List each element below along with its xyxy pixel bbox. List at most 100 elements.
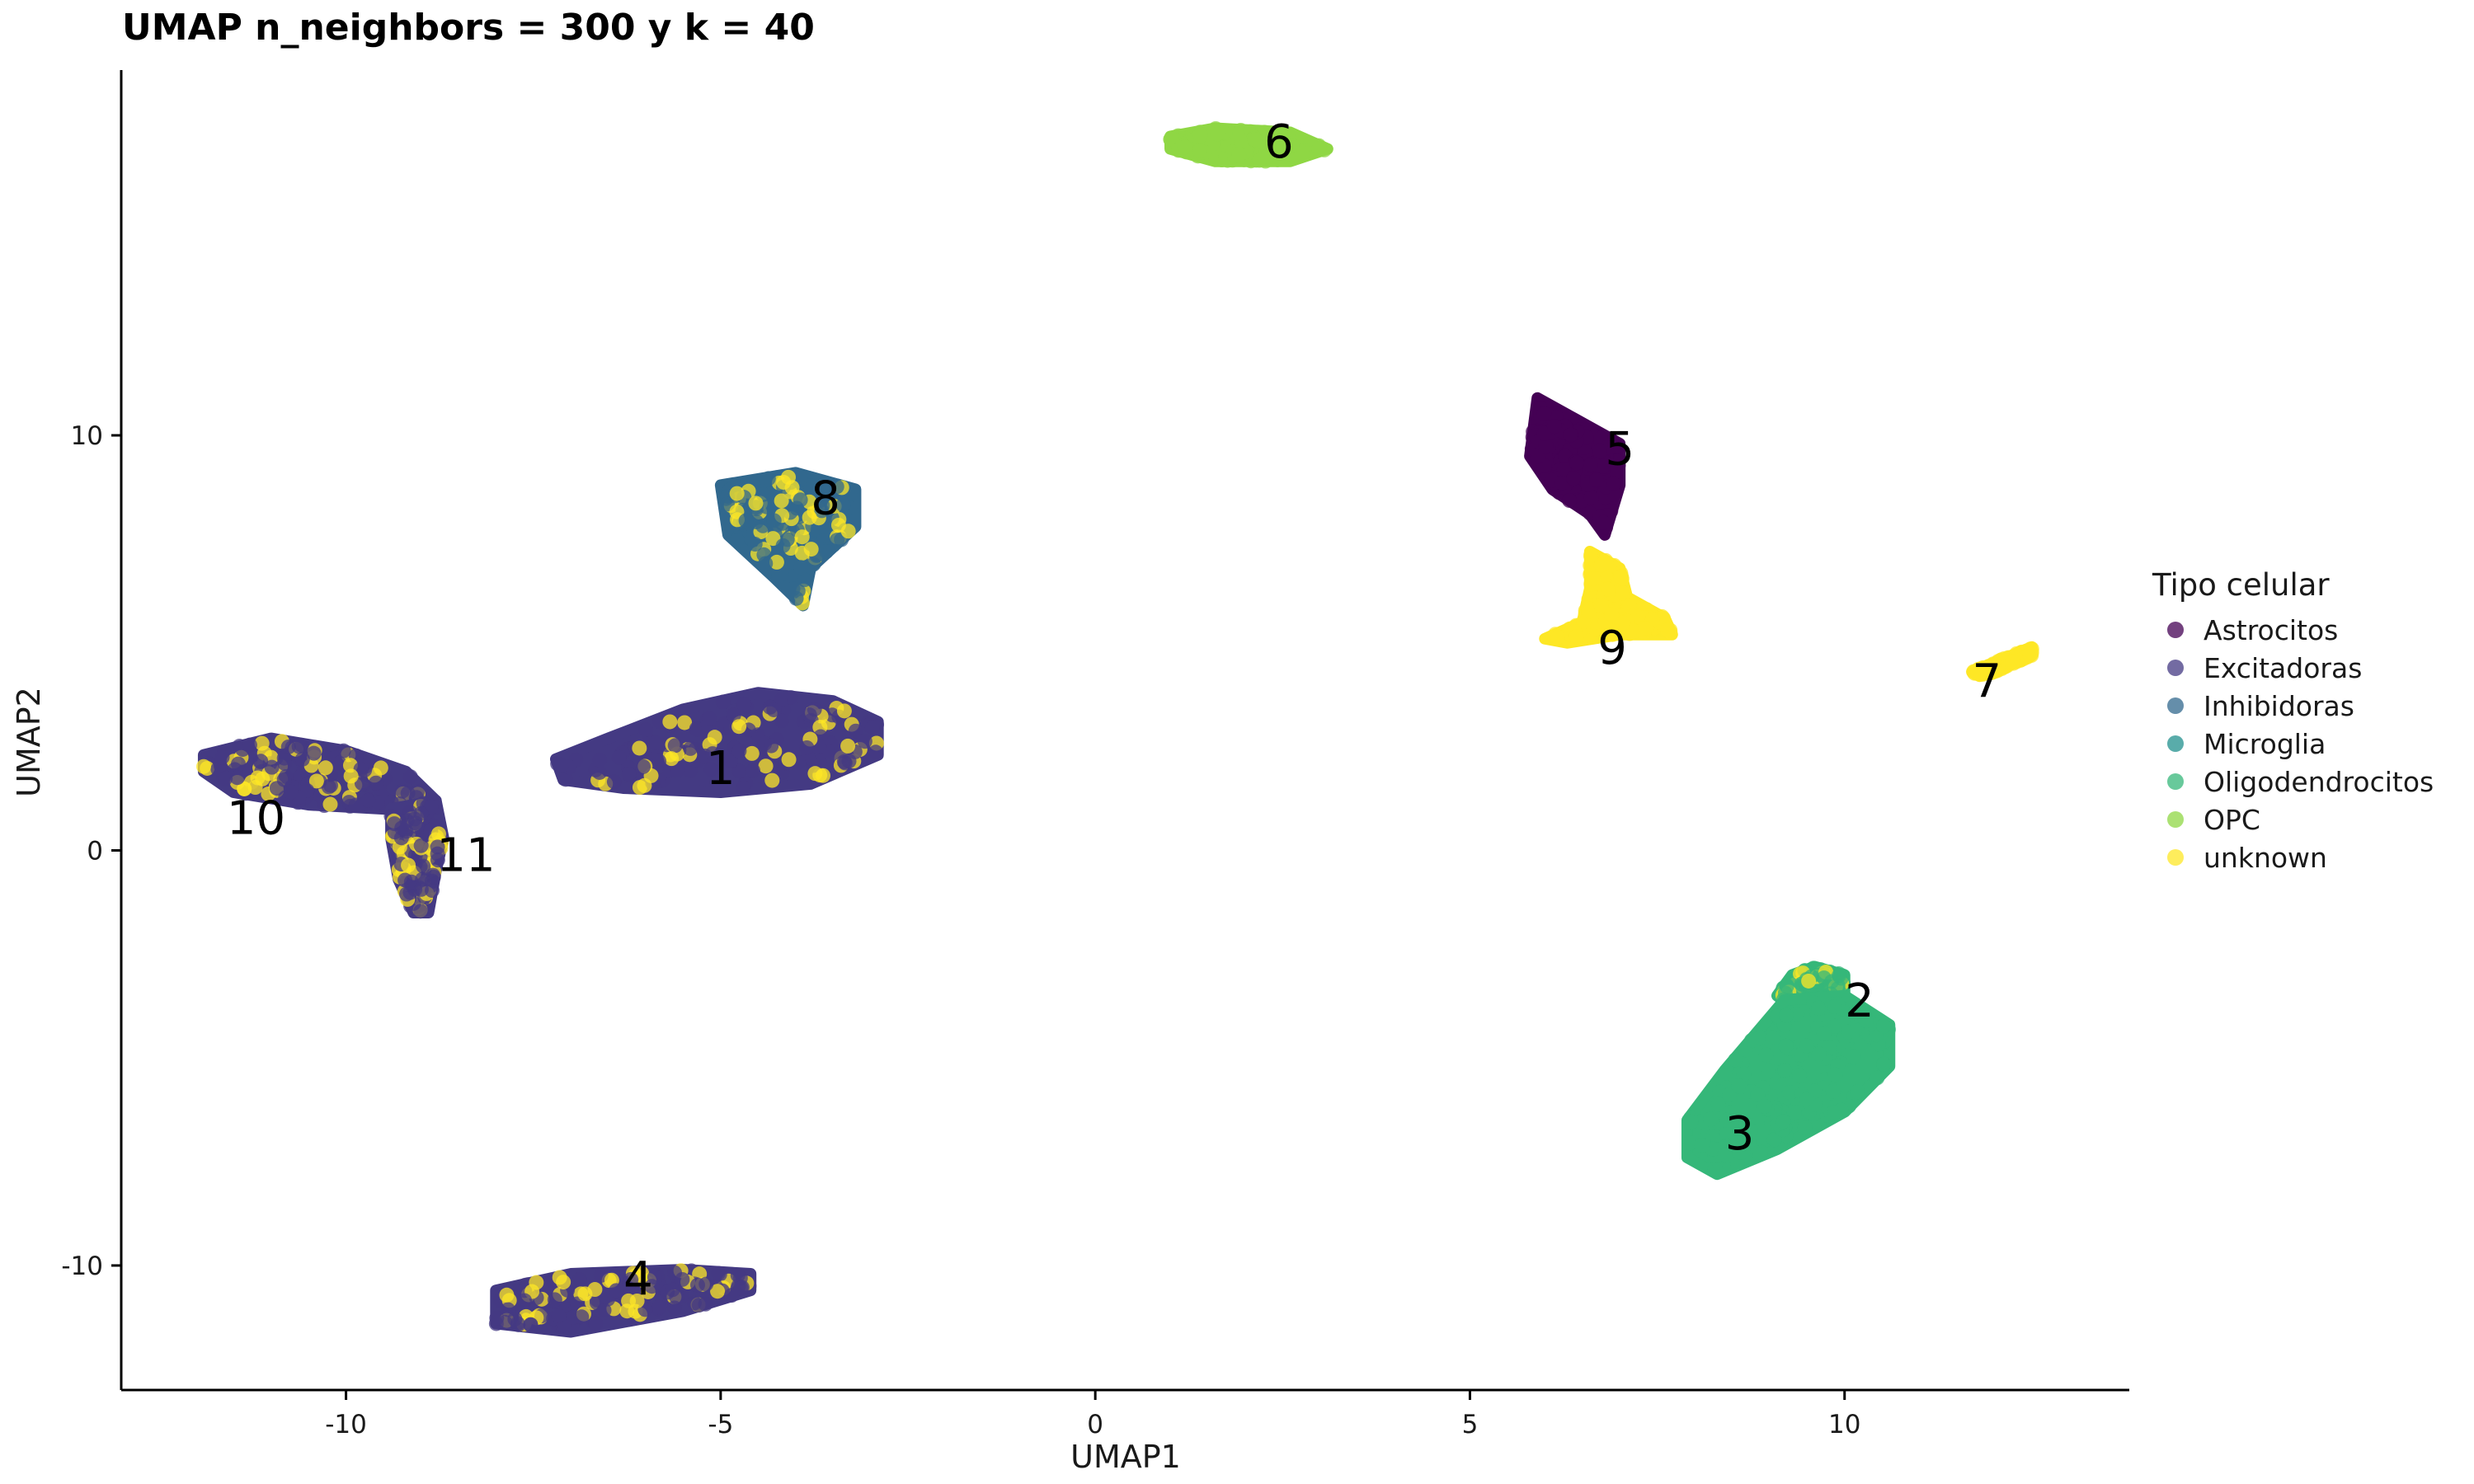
data-point (611, 749, 627, 765)
data-point (280, 739, 296, 754)
data-point (840, 738, 856, 754)
legend-item-astrocitos: Astrocitos (2152, 611, 2434, 649)
data-point (775, 538, 791, 553)
legend-label: Astrocitos (2204, 613, 2339, 646)
data-point (588, 1316, 604, 1331)
data-point (1876, 1056, 1892, 1072)
x-tick-label: -5 (708, 1410, 733, 1439)
data-point (1736, 1066, 1752, 1082)
data-point (398, 886, 414, 902)
data-point (1683, 1114, 1699, 1129)
data-point (1778, 1038, 1794, 1054)
data-point (606, 774, 622, 790)
data-point (1752, 1147, 1768, 1162)
data-point (1718, 1068, 1733, 1083)
legend-label: unknown (2204, 841, 2327, 874)
data-point (670, 763, 685, 778)
data-point (629, 1293, 645, 1308)
data-point (510, 1316, 525, 1331)
legend-item-excitadoras: Excitadoras (2152, 649, 2434, 687)
data-point (1744, 1032, 1760, 1048)
data-point (868, 744, 883, 760)
data-point (793, 492, 808, 508)
data-point (1592, 444, 1607, 459)
data-point (1986, 657, 2001, 673)
cluster-label-7: 7 (1973, 655, 2002, 708)
legend-label: Oligodendrocitos (2204, 765, 2434, 798)
data-point (1177, 139, 1192, 155)
data-point (1569, 629, 1584, 645)
data-point (769, 554, 784, 570)
legend-label: OPC (2204, 803, 2260, 836)
data-point (1827, 999, 1842, 1015)
data-point (1595, 458, 1611, 474)
data-point (774, 713, 789, 729)
data-point (571, 1271, 587, 1287)
data-point (1563, 427, 1578, 443)
legend-swatch (2167, 735, 2184, 752)
legend-swatch (2167, 811, 2184, 828)
data-point (815, 498, 830, 514)
data-point (638, 721, 654, 737)
data-point (1730, 1156, 1746, 1172)
data-point (1192, 143, 1207, 158)
data-point (499, 1287, 515, 1303)
data-point (523, 1317, 539, 1333)
data-point (253, 754, 269, 769)
data-point (1538, 438, 1554, 453)
data-point (1876, 1018, 1892, 1034)
data-point (835, 497, 851, 513)
chart-title: UMAP n_neighbors = 300 y k = 40 (122, 7, 815, 49)
data-point (1758, 1047, 1774, 1063)
data-point (1846, 1050, 1861, 1065)
data-point (596, 1303, 612, 1318)
data-point (332, 755, 347, 771)
data-point (636, 758, 651, 774)
data-point (1736, 1144, 1752, 1160)
legend-item-opc: OPC (2152, 801, 2434, 838)
data-point (1601, 581, 1616, 597)
legend-items: Astrocitos Excitadoras Inhibidoras Microgli… (2152, 611, 2434, 876)
data-point (1550, 629, 1565, 645)
data-point (242, 737, 257, 753)
cluster-label-2: 2 (1845, 974, 1874, 1028)
data-point (1779, 979, 1794, 994)
data-point (662, 714, 678, 730)
data-point (836, 703, 852, 719)
data-point (291, 739, 307, 754)
data-point (807, 702, 822, 717)
data-point (803, 542, 819, 557)
data-point (1810, 1000, 1826, 1016)
data-point (1841, 1024, 1856, 1040)
data-point (1728, 1052, 1743, 1068)
data-point (1589, 472, 1605, 488)
data-point (1247, 132, 1263, 148)
data-point (1816, 1026, 1832, 1041)
data-point (683, 740, 698, 756)
data-point (702, 711, 717, 726)
cluster-label-8: 8 (811, 472, 840, 526)
data-point (1596, 514, 1611, 530)
data-point (632, 740, 647, 756)
data-point (1615, 585, 1630, 601)
legend-item-inhibidoras: Inhibidoras (2152, 687, 2434, 725)
data-point (1606, 476, 1621, 491)
data-point (729, 486, 745, 501)
data-point (784, 480, 800, 495)
y-tick-label: 0 (87, 837, 103, 866)
cluster-11 (383, 794, 449, 919)
data-point (1731, 1078, 1747, 1094)
data-point (1722, 1087, 1738, 1103)
data-point (308, 773, 324, 789)
data-point (667, 738, 683, 754)
cluster-label-9: 9 (1597, 622, 1627, 675)
data-point (2005, 654, 2020, 669)
cluster-label-11: 11 (436, 829, 495, 883)
data-point (551, 1308, 567, 1324)
data-point (1790, 1007, 1805, 1022)
data-point (810, 522, 825, 538)
data-point (1586, 571, 1602, 586)
data-point (1546, 419, 1562, 434)
cluster-label-3: 3 (1725, 1107, 1755, 1161)
